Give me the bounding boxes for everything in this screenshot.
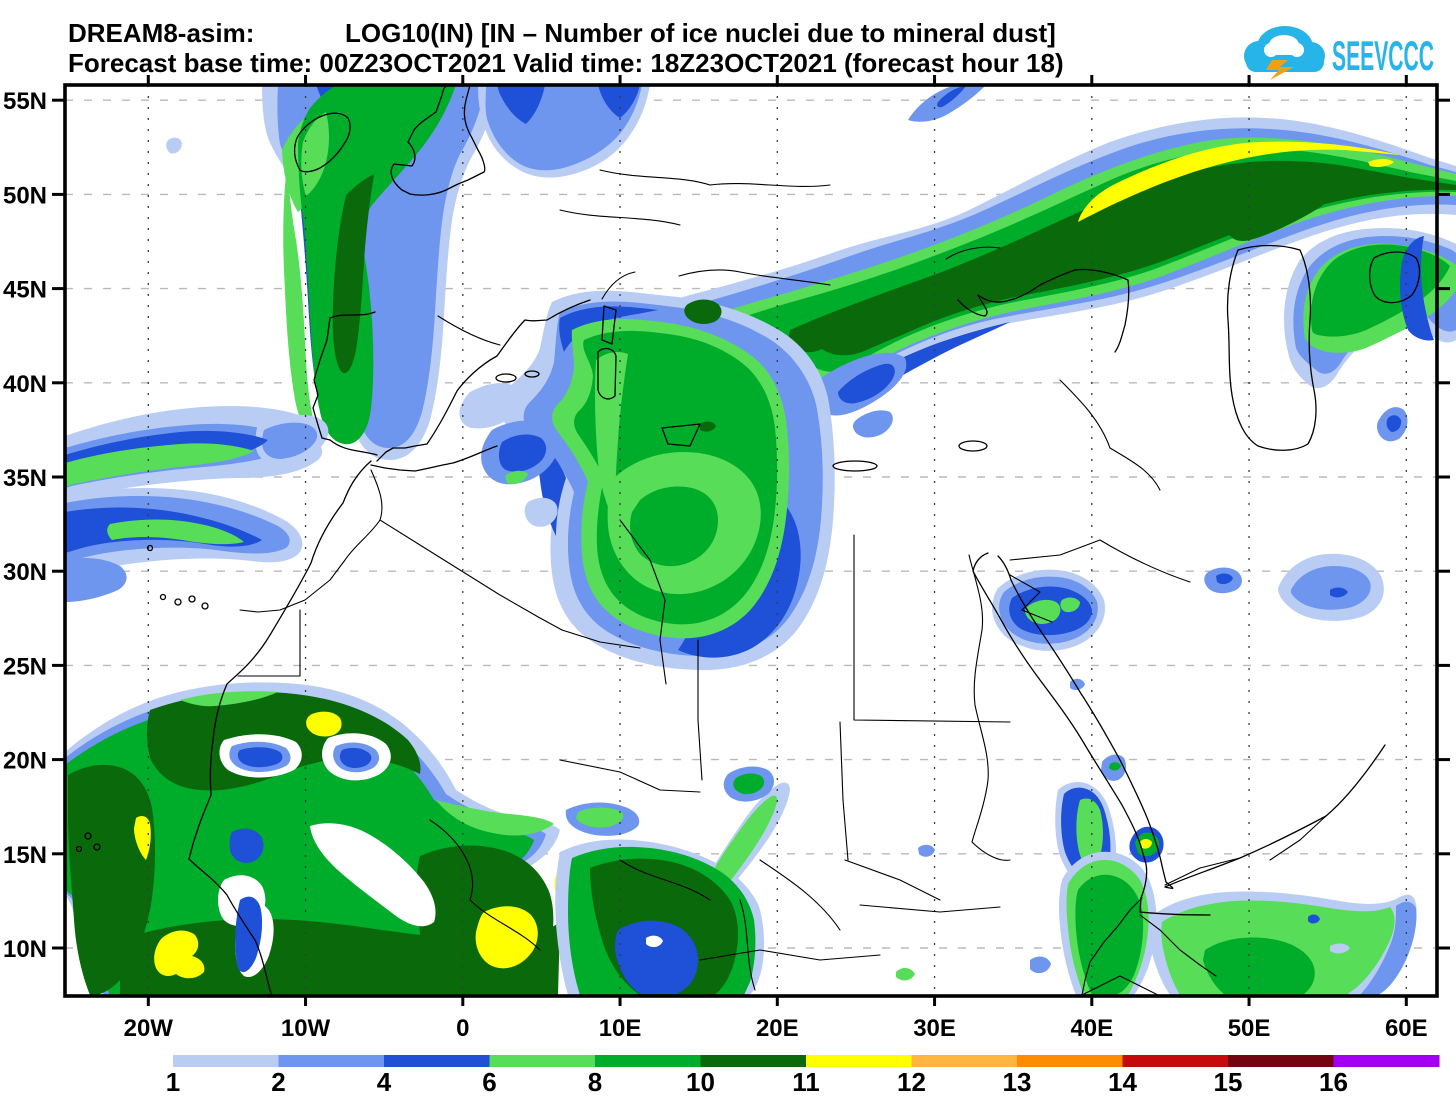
- seevccc-logo: SEEVCCC: [1244, 26, 1434, 80]
- legend-value: 11: [792, 1067, 820, 1097]
- coastlines: [75, 84, 1421, 996]
- legend-value: 4: [377, 1067, 392, 1097]
- lon-label: 40E: [1070, 1015, 1113, 1042]
- legend-value: 16: [1319, 1067, 1348, 1097]
- lat-label: 25N: [3, 653, 47, 680]
- lat-label: 15N: [3, 842, 47, 869]
- lon-label: 60E: [1385, 1015, 1428, 1042]
- cloud-icon: [1244, 26, 1325, 72]
- forecast-time-line: Forecast base time: 00Z23OCT2021 Valid t…: [68, 48, 1064, 78]
- legend-swatch: [1333, 1055, 1440, 1067]
- contour-fills: [65, 85, 1456, 995]
- lat-label: 40N: [3, 371, 47, 398]
- legend-swatch: [489, 1055, 596, 1067]
- legend-value: 1: [166, 1067, 180, 1097]
- legend-value: 15: [1214, 1067, 1243, 1097]
- lon-label: 0: [456, 1015, 469, 1042]
- legend-value: 13: [1003, 1067, 1032, 1097]
- lon-label: 30E: [913, 1015, 956, 1042]
- lon-label: 20W: [124, 1015, 174, 1042]
- legend-swatch: [700, 1055, 807, 1067]
- lon-label: 50E: [1228, 1015, 1271, 1042]
- lat-label: 50N: [3, 182, 47, 209]
- lat-label: 30N: [3, 559, 47, 586]
- legend-value: 10: [686, 1067, 715, 1097]
- lon-label: 20E: [756, 1015, 799, 1042]
- model-label: DREAM8-asim:: [68, 18, 254, 48]
- lat-label: 55N: [3, 88, 47, 115]
- lightning-bolt-icon: [1266, 60, 1294, 80]
- graticule-vertical: [147, 85, 1407, 996]
- lat-label: 35N: [3, 465, 47, 492]
- lat-label: 45N: [3, 277, 47, 304]
- logo-text: SEEVCCC: [1332, 32, 1434, 79]
- lat-label: 10N: [3, 936, 47, 963]
- legend-swatch: [173, 1055, 279, 1067]
- legend-value: 12: [897, 1067, 926, 1097]
- legend-swatch: [1017, 1055, 1123, 1067]
- legend-value: 8: [588, 1067, 602, 1097]
- variable-title: LOG10(IN) [IN – Number of ice nuclei due…: [345, 18, 1056, 48]
- legend-value: 6: [482, 1067, 496, 1097]
- legend-swatch: [1122, 1055, 1229, 1067]
- legend-swatch: [595, 1055, 701, 1067]
- legend-swatch: [1228, 1055, 1334, 1067]
- legend-value: 2: [271, 1067, 285, 1097]
- map-frame: [63, 83, 1439, 998]
- legend-swatch: [384, 1055, 490, 1067]
- legend-value: 14: [1108, 1067, 1137, 1097]
- lon-label: 10E: [599, 1015, 642, 1042]
- axis-labels: 55N 50N 45N 40N 35N 30N 25N 20N 15N 10N 20W 10W 0 10E…: [3, 75, 1450, 1042]
- lat-label: 20N: [3, 748, 47, 775]
- legend-swatch: [806, 1055, 912, 1067]
- legend-swatch: [911, 1055, 1018, 1067]
- legend-swatch: [278, 1055, 385, 1067]
- color-legend: 1 2 4 6 8 10 11 12 13 14 15 16: [166, 1055, 1440, 1097]
- lon-label: 10W: [281, 1015, 331, 1042]
